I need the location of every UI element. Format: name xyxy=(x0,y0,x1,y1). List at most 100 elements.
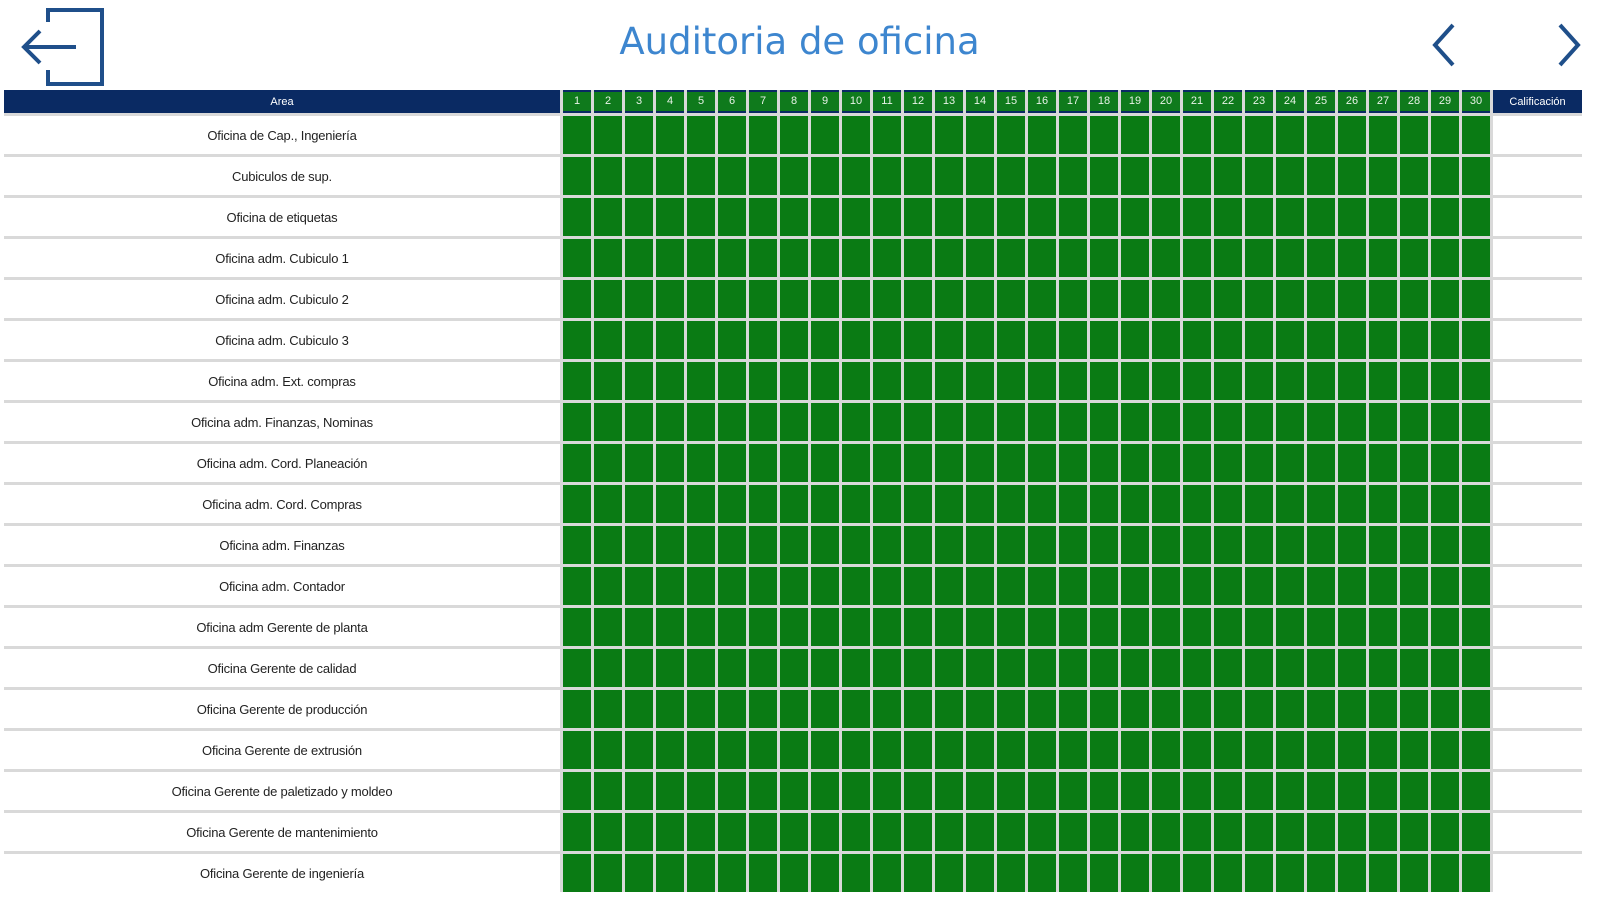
audit-cell[interactable] xyxy=(808,318,839,359)
audit-cell[interactable] xyxy=(746,851,777,892)
audit-cell[interactable] xyxy=(746,728,777,769)
audit-cell[interactable] xyxy=(684,154,715,195)
audit-cell[interactable] xyxy=(901,154,932,195)
audit-cell[interactable] xyxy=(1118,646,1149,687)
audit-cell[interactable] xyxy=(1397,236,1428,277)
audit-cell[interactable] xyxy=(1428,482,1459,523)
audit-cell[interactable] xyxy=(1118,728,1149,769)
audit-cell[interactable] xyxy=(715,359,746,400)
audit-cell[interactable] xyxy=(622,359,653,400)
audit-cell[interactable] xyxy=(622,154,653,195)
audit-cell[interactable] xyxy=(1428,646,1459,687)
audit-cell[interactable] xyxy=(870,646,901,687)
audit-cell[interactable] xyxy=(591,646,622,687)
audit-cell[interactable] xyxy=(994,154,1025,195)
audit-cell[interactable] xyxy=(1273,687,1304,728)
audit-cell[interactable] xyxy=(777,113,808,154)
audit-cell[interactable] xyxy=(870,359,901,400)
audit-cell[interactable] xyxy=(746,646,777,687)
audit-cell[interactable] xyxy=(1087,359,1118,400)
audit-cell[interactable] xyxy=(1025,810,1056,851)
audit-cell[interactable] xyxy=(994,277,1025,318)
prev-button[interactable] xyxy=(1425,20,1465,70)
audit-cell[interactable] xyxy=(901,646,932,687)
audit-cell[interactable] xyxy=(1118,605,1149,646)
audit-cell[interactable] xyxy=(1304,769,1335,810)
audit-cell[interactable] xyxy=(1459,195,1490,236)
audit-cell[interactable] xyxy=(1397,482,1428,523)
audit-cell[interactable] xyxy=(1211,769,1242,810)
audit-cell[interactable] xyxy=(994,359,1025,400)
audit-cell[interactable] xyxy=(1397,195,1428,236)
audit-cell[interactable] xyxy=(994,195,1025,236)
audit-cell[interactable] xyxy=(1087,646,1118,687)
audit-cell[interactable] xyxy=(653,359,684,400)
audit-cell[interactable] xyxy=(777,236,808,277)
audit-cell[interactable] xyxy=(901,441,932,482)
audit-cell[interactable] xyxy=(777,728,808,769)
audit-cell[interactable] xyxy=(1366,482,1397,523)
audit-cell[interactable] xyxy=(591,154,622,195)
audit-cell[interactable] xyxy=(1211,113,1242,154)
audit-cell[interactable] xyxy=(1149,441,1180,482)
audit-cell[interactable] xyxy=(1242,318,1273,359)
audit-cell[interactable] xyxy=(684,359,715,400)
audit-cell[interactable] xyxy=(1211,687,1242,728)
audit-cell[interactable] xyxy=(1366,277,1397,318)
audit-cell[interactable] xyxy=(1211,851,1242,892)
audit-cell[interactable] xyxy=(653,605,684,646)
audit-cell[interactable] xyxy=(777,154,808,195)
audit-cell[interactable] xyxy=(808,728,839,769)
audit-cell[interactable] xyxy=(1056,195,1087,236)
audit-cell[interactable] xyxy=(715,564,746,605)
audit-cell[interactable] xyxy=(1335,236,1366,277)
audit-cell[interactable] xyxy=(1118,441,1149,482)
audit-cell[interactable] xyxy=(870,851,901,892)
audit-cell[interactable] xyxy=(591,277,622,318)
audit-cell[interactable] xyxy=(746,359,777,400)
audit-cell[interactable] xyxy=(715,195,746,236)
audit-cell[interactable] xyxy=(994,605,1025,646)
audit-cell[interactable] xyxy=(1118,400,1149,441)
audit-cell[interactable] xyxy=(839,400,870,441)
audit-cell[interactable] xyxy=(684,113,715,154)
audit-cell[interactable] xyxy=(1087,810,1118,851)
audit-cell[interactable] xyxy=(1242,687,1273,728)
audit-cell[interactable] xyxy=(963,851,994,892)
audit-cell[interactable] xyxy=(1304,113,1335,154)
audit-cell[interactable] xyxy=(1428,400,1459,441)
audit-cell[interactable] xyxy=(684,769,715,810)
audit-cell[interactable] xyxy=(1056,646,1087,687)
audit-cell[interactable] xyxy=(1056,851,1087,892)
audit-cell[interactable] xyxy=(839,359,870,400)
audit-cell[interactable] xyxy=(1211,441,1242,482)
audit-cell[interactable] xyxy=(1087,482,1118,523)
audit-cell[interactable] xyxy=(839,728,870,769)
audit-cell[interactable] xyxy=(777,359,808,400)
audit-cell[interactable] xyxy=(994,236,1025,277)
audit-cell[interactable] xyxy=(1459,400,1490,441)
audit-cell[interactable] xyxy=(591,564,622,605)
audit-cell[interactable] xyxy=(746,277,777,318)
audit-cell[interactable] xyxy=(746,482,777,523)
audit-cell[interactable] xyxy=(1428,769,1459,810)
audit-cell[interactable] xyxy=(839,113,870,154)
audit-cell[interactable] xyxy=(1459,687,1490,728)
audit-cell[interactable] xyxy=(1366,646,1397,687)
audit-cell[interactable] xyxy=(901,113,932,154)
audit-cell[interactable] xyxy=(653,482,684,523)
audit-cell[interactable] xyxy=(1149,523,1180,564)
audit-cell[interactable] xyxy=(1087,605,1118,646)
audit-cell[interactable] xyxy=(1397,523,1428,564)
audit-cell[interactable] xyxy=(622,400,653,441)
audit-cell[interactable] xyxy=(715,154,746,195)
audit-cell[interactable] xyxy=(1273,154,1304,195)
audit-cell[interactable] xyxy=(1397,810,1428,851)
audit-cell[interactable] xyxy=(622,195,653,236)
audit-cell[interactable] xyxy=(746,564,777,605)
audit-cell[interactable] xyxy=(1056,359,1087,400)
audit-cell[interactable] xyxy=(901,236,932,277)
audit-cell[interactable] xyxy=(932,851,963,892)
audit-cell[interactable] xyxy=(932,810,963,851)
audit-cell[interactable] xyxy=(1180,359,1211,400)
